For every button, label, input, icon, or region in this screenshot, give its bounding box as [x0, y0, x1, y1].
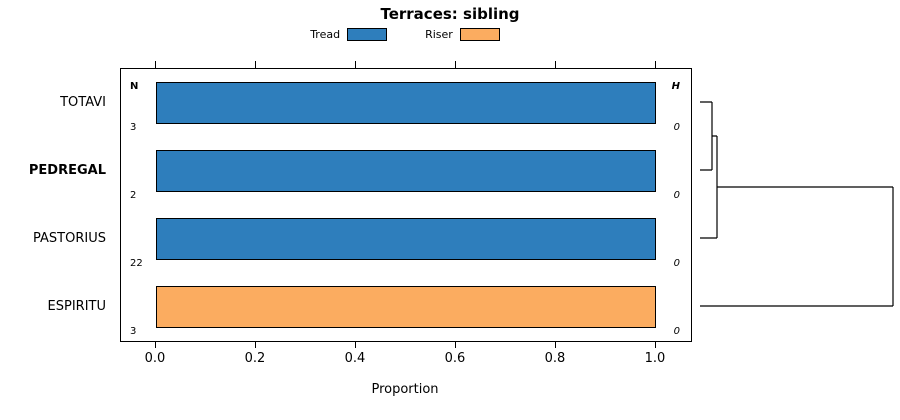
axis-tick — [255, 61, 256, 68]
axis-tick — [455, 341, 456, 348]
legend-item: Tread — [310, 27, 388, 41]
bar — [156, 150, 656, 192]
bottom-axis-ticks: 0.0 0.2 0.4 0.6 0.8 1.0 — [120, 341, 690, 375]
axis-tick — [655, 61, 656, 68]
h-value: 0 — [673, 326, 680, 337]
bar — [156, 82, 656, 124]
x-tick-label: 0.6 — [444, 351, 466, 366]
h-column-header: H — [671, 81, 680, 92]
x-tick-label: 0.4 — [344, 351, 366, 366]
n-column-header: N — [130, 81, 139, 92]
y-category-label: PEDREGAL — [28, 162, 106, 178]
legend-item: Riser — [425, 27, 500, 41]
bar-segment-riser — [156, 286, 656, 328]
bar-rows: 3 0 2 0 22 0 3 0 — [121, 69, 691, 341]
n-value: 3 — [130, 326, 137, 337]
bar-row: 22 0 — [121, 205, 691, 273]
axis-tick — [355, 61, 356, 68]
legend-label: Riser — [425, 27, 453, 41]
axis-tick — [155, 61, 156, 68]
n-value: 22 — [130, 258, 143, 269]
axis-tick — [455, 61, 456, 68]
y-category-label: PASTORIUS — [33, 230, 106, 246]
dendrogram — [700, 101, 894, 307]
x-tick-label: 0.2 — [244, 351, 266, 366]
axis-tick — [555, 341, 556, 348]
bar-segment-tread — [156, 218, 656, 260]
n-value: 3 — [130, 122, 137, 133]
axis-tick — [555, 61, 556, 68]
x-axis-label: Proportion — [371, 382, 439, 397]
axis-tick — [355, 341, 356, 348]
bar-segment-tread — [156, 82, 656, 124]
n-value: 2 — [130, 190, 137, 201]
y-category-label: ESPIRITU — [47, 298, 106, 314]
legend-swatch — [347, 27, 388, 41]
x-tick-label: 0.8 — [544, 351, 566, 366]
chart-title: Terraces: sibling — [380, 5, 520, 23]
y-category-label: TOTAVI — [60, 94, 106, 110]
h-value: 0 — [673, 190, 680, 201]
bar — [156, 218, 656, 260]
bar — [156, 286, 656, 328]
x-tick-label: 1.0 — [644, 351, 666, 366]
bar-segment-tread — [156, 150, 656, 192]
h-value: 0 — [673, 122, 680, 133]
h-value: 0 — [673, 258, 680, 269]
x-tick-label: 0.0 — [144, 351, 166, 366]
legend-label: Tread — [310, 27, 341, 41]
plot-area: N H 3 0 2 0 22 0 3 0 — [120, 68, 692, 342]
axis-tick — [155, 341, 156, 348]
legend: Tread Riser — [120, 25, 690, 43]
axis-tick — [655, 341, 656, 348]
legend-swatch — [459, 27, 500, 41]
top-axis-ticks — [120, 61, 690, 68]
y-axis-labels: TOTAVI PEDREGAL PASTORIUS ESPIRITU — [0, 68, 113, 340]
axis-tick — [255, 341, 256, 348]
